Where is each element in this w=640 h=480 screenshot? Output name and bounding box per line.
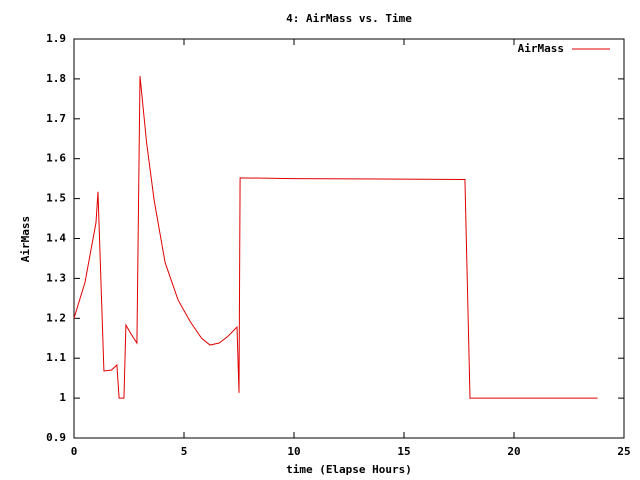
y-tick-label: 1 [59,391,66,404]
x-tick-label: 5 [181,445,188,458]
legend-label: AirMass [518,42,564,55]
y-tick-label: 1.4 [46,232,66,245]
x-axis-label: time (Elapse Hours) [286,463,412,476]
chart-title: 4: AirMass vs. Time [286,12,412,25]
y-tick-label: 1.8 [46,72,66,85]
y-tick-label: 1.5 [46,192,66,205]
y-axis-label: AirMass [19,216,32,262]
x-tick-label: 15 [397,445,410,458]
data-line [73,76,598,399]
x-tick-label: 10 [287,445,300,458]
x-tick-label: 0 [71,445,78,458]
y-tick-label: 0.9 [46,431,66,444]
y-tick-label: 1.9 [46,32,66,45]
y-tick-label: 1.6 [46,152,66,165]
y-tick-label: 1.3 [46,271,66,284]
x-tick-label: 25 [617,445,630,458]
y-tick-label: 1.2 [46,311,66,324]
y-tick-label: 1.1 [46,351,66,364]
x-tick-label: 20 [507,445,520,458]
y-tick-label: 1.7 [46,112,66,125]
